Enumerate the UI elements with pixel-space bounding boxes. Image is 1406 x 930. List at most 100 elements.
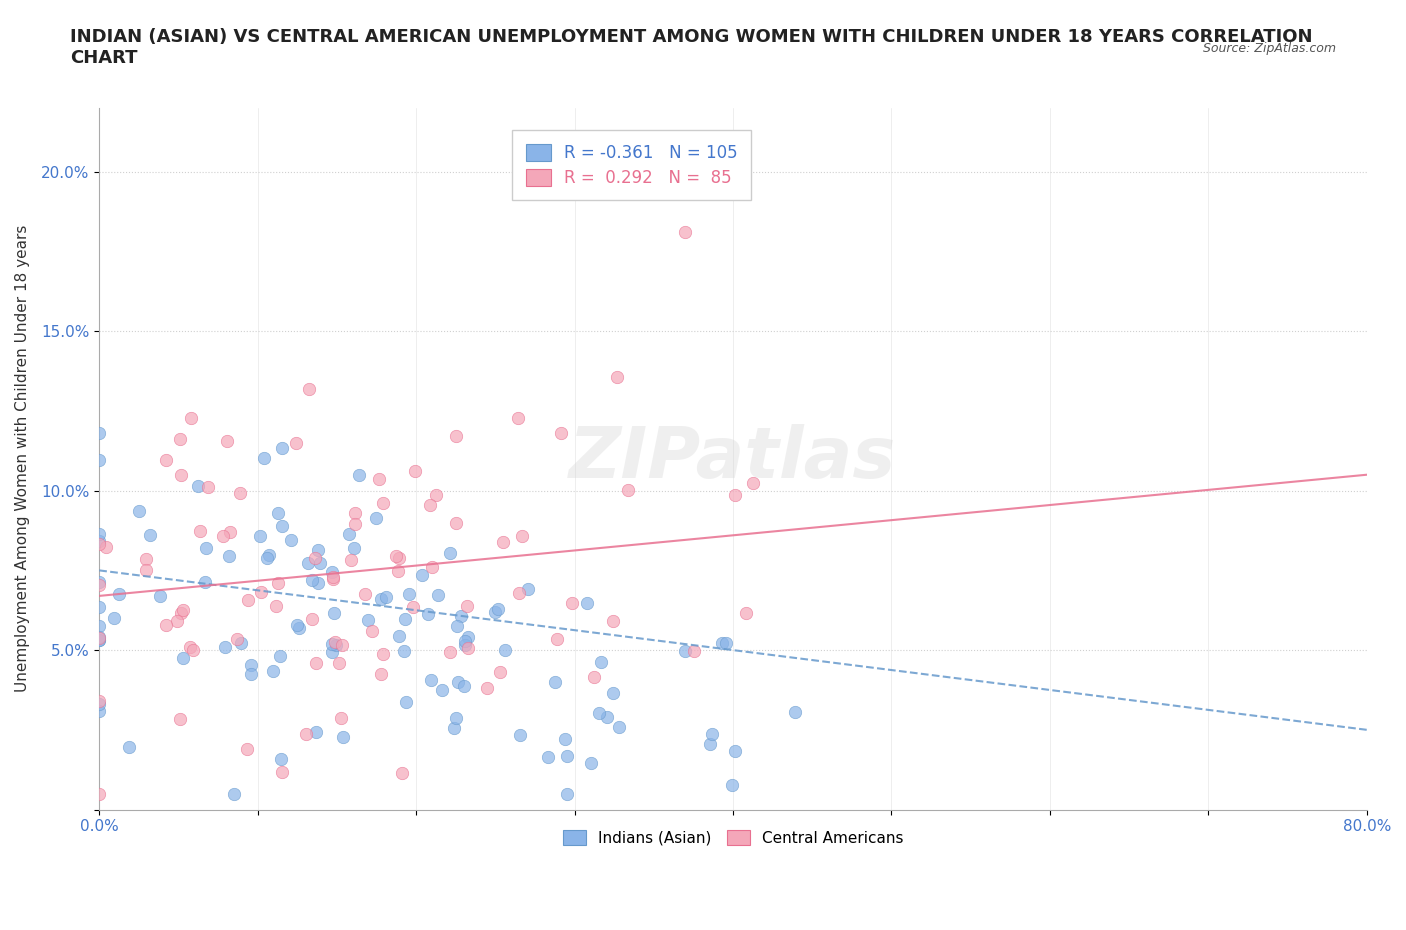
Point: [702, 726, 724, 741]
Point: [169, 432, 191, 446]
Point: [89, 526, 111, 541]
Point: [103, 611, 125, 626]
Point: [321, 644, 343, 659]
Point: [287, 618, 309, 632]
Point: [262, 663, 284, 678]
Point: [589, 655, 612, 670]
Point: [89, 618, 111, 633]
Point: [249, 584, 271, 599]
Point: [444, 429, 467, 444]
Point: [427, 587, 450, 602]
Point: [506, 410, 529, 425]
Point: [139, 527, 162, 542]
Point: [323, 634, 346, 649]
Text: Source: ZipAtlas.com: Source: ZipAtlas.com: [1202, 42, 1336, 55]
Point: [249, 528, 271, 543]
Point: [432, 683, 454, 698]
Point: [368, 472, 391, 486]
Point: [337, 526, 360, 541]
Point: [509, 727, 531, 742]
Point: [555, 748, 578, 763]
Point: [236, 592, 259, 607]
Point: [155, 453, 177, 468]
Point: [253, 451, 276, 466]
Point: [344, 506, 367, 521]
Point: [387, 564, 409, 578]
Point: [510, 528, 533, 543]
Point: [398, 587, 420, 602]
Point: [135, 551, 157, 566]
Point: [89, 786, 111, 801]
Point: [89, 533, 111, 548]
Point: [187, 478, 209, 493]
Point: [508, 586, 530, 601]
Point: [298, 382, 321, 397]
Point: [89, 578, 111, 592]
Point: [172, 602, 194, 617]
Point: [301, 573, 323, 588]
Point: [188, 524, 211, 538]
Point: [194, 574, 217, 589]
Point: [224, 786, 246, 801]
Point: [108, 586, 131, 601]
Point: [387, 551, 409, 566]
Point: [546, 631, 568, 646]
Point: [195, 540, 218, 555]
Point: [392, 644, 415, 658]
Point: [304, 551, 326, 565]
Point: [596, 710, 619, 724]
Point: [89, 704, 111, 719]
Point: [323, 605, 346, 620]
Point: [517, 582, 540, 597]
Point: [321, 565, 343, 579]
Point: [218, 525, 240, 539]
Point: [169, 711, 191, 726]
Point: [446, 515, 468, 530]
Point: [307, 575, 329, 590]
Point: [288, 620, 311, 635]
Point: [231, 635, 253, 650]
Point: [170, 605, 193, 620]
Point: [607, 720, 630, 735]
Point: [89, 453, 111, 468]
Point: [301, 611, 323, 626]
Point: [344, 516, 367, 531]
Point: [226, 631, 249, 646]
Point: [89, 632, 111, 647]
Point: [602, 614, 624, 629]
Point: [370, 591, 392, 606]
Point: [267, 505, 290, 520]
Point: [329, 711, 352, 726]
Point: [94, 539, 117, 554]
Point: [742, 475, 765, 490]
Point: [373, 646, 395, 661]
Point: [89, 425, 111, 440]
Point: [229, 485, 252, 500]
Point: [394, 612, 416, 627]
Point: [366, 511, 388, 525]
Point: [307, 542, 329, 557]
Point: [416, 606, 439, 621]
Text: INDIAN (ASIAN) VS CENTRAL AMERICAN UNEMPLOYMENT AMONG WOMEN WITH CHILDREN UNDER : INDIAN (ASIAN) VS CENTRAL AMERICAN UNEMP…: [70, 28, 1313, 67]
Point: [443, 721, 465, 736]
Point: [155, 618, 177, 632]
Point: [89, 630, 111, 644]
Point: [699, 737, 721, 751]
Point: [439, 644, 461, 659]
Point: [484, 604, 506, 619]
Point: [606, 369, 628, 384]
Point: [735, 606, 758, 621]
Point: [360, 624, 382, 639]
Point: [404, 463, 426, 478]
Point: [239, 667, 262, 682]
Point: [446, 711, 468, 725]
Point: [447, 674, 470, 689]
Point: [453, 679, 475, 694]
Point: [673, 225, 696, 240]
Point: [724, 743, 747, 758]
Point: [89, 600, 111, 615]
Point: [214, 640, 236, 655]
Point: [340, 552, 363, 567]
Point: [457, 629, 479, 644]
Point: [550, 425, 572, 440]
